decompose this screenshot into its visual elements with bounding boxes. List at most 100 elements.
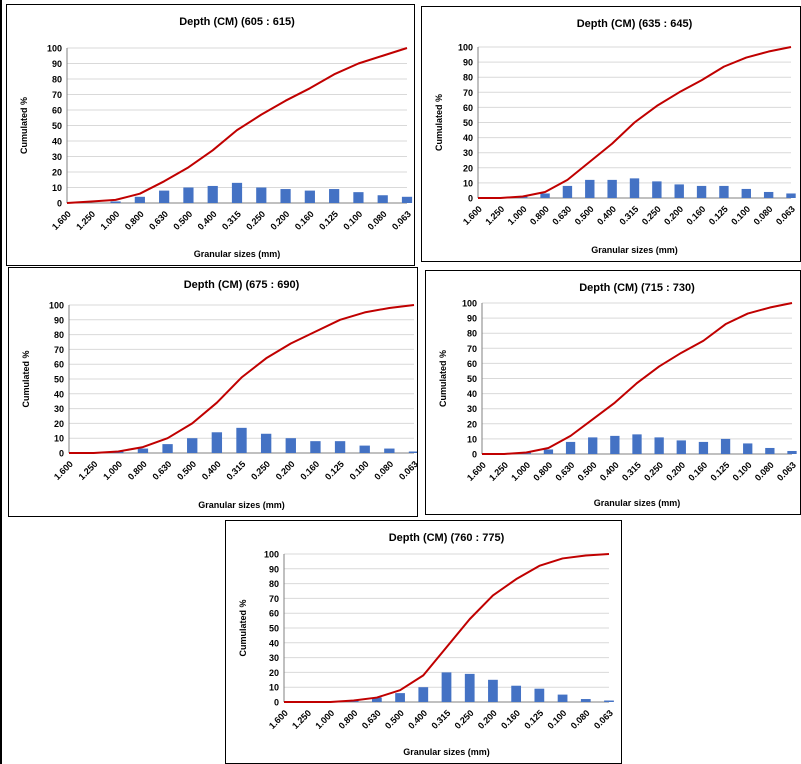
x-tick-label: 0.500 [573,204,596,227]
bar [632,434,642,454]
x-tick-label: 0.125 [323,459,346,482]
y-tick-label: 20 [463,163,473,173]
y-tick-label: 60 [463,103,473,113]
chart-title: Depth (CM) (760 : 775) [389,532,505,544]
y-tick-label: 70 [463,88,473,98]
x-tick-label: 0.400 [200,459,223,482]
x-tick-label: 0.500 [175,459,198,482]
bar [610,435,620,454]
x-tick-label: 0.125 [709,460,732,483]
bar [534,688,545,702]
x-tick-label: 1.250 [77,459,100,482]
bar [607,179,617,198]
x-axis-title: Granular sizes (mm) [594,498,681,508]
bar [720,438,731,454]
y-tick-label: 0 [57,199,62,209]
y-tick-label: 60 [52,106,62,116]
y-tick-label: 10 [463,178,473,188]
y-axis-title: Cumulated % [238,599,248,656]
y-tick-label: 90 [463,58,473,68]
bar [464,673,475,702]
y-tick-label: 10 [269,683,279,693]
bar [334,441,346,453]
y-tick-label: 100 [49,301,64,311]
y-tick-label: 30 [269,653,279,663]
y-tick-label: 40 [52,137,62,147]
bar [395,693,405,702]
bar [604,700,614,702]
bar [162,444,173,453]
chart-panel-675-690: Depth (CM) (675 : 690) 0 10 20 30 40 50 60 70 80 9… [8,267,418,517]
x-tick-label: 1.600 [465,460,488,483]
cumulative-line [482,302,793,455]
x-tick-label: 1.250 [290,708,313,731]
y-tick-label: 50 [467,374,477,384]
bar [540,193,550,198]
x-tick-label: 0.800 [528,204,551,227]
x-tick-label: 0.500 [576,460,599,483]
y-tick-label: 0 [468,194,473,204]
x-tick-label: 0.080 [569,708,592,731]
x-tick-label: 0.125 [707,204,730,227]
y-tick-label: 50 [52,121,62,131]
bar [183,187,194,203]
bar [187,438,198,453]
x-tick-label: 0.200 [664,460,687,483]
x-tick-label: 0.250 [244,209,267,232]
x-tick-label: 1.600 [50,209,73,232]
y-tick-label: 50 [463,118,473,128]
chart-title: Depth (CM) (635 : 645) [577,18,693,30]
bar [260,433,272,453]
bar [236,427,247,453]
x-tick-label: 0.630 [151,459,174,482]
x-tick-label: 0.500 [171,209,194,232]
x-tick-label: 0.315 [429,708,452,731]
bar [137,448,149,453]
bar [359,445,370,453]
chart-title: Depth (CM) (715 : 730) [579,282,695,294]
bar [418,687,429,702]
x-tick-label: 0.800 [531,460,554,483]
bar [565,441,576,454]
x-tick-label: 0.400 [595,204,618,227]
bar [488,679,498,702]
y-tick-label: 40 [467,389,477,399]
x-axis-title: Granular sizes (mm) [194,249,281,259]
bar [698,441,709,454]
x-tick-label: 0.800 [126,459,149,482]
y-tick-label: 0 [59,449,64,459]
y-axis-title: Cumulated % [19,97,29,154]
bar [134,196,145,203]
bar [384,448,395,453]
y-tick-label: 90 [269,564,279,574]
x-tick-label: 0.160 [686,460,709,483]
x-tick-label: 0.400 [196,209,219,232]
y-tick-label: 60 [269,609,279,619]
y-tick-label: 80 [463,73,473,83]
x-tick-label: 1.000 [99,209,122,232]
x-tick-label: 0.063 [397,459,417,482]
y-tick-label: 0 [472,450,477,460]
x-tick-label: 0.160 [298,459,321,482]
chart-panel-605-615: Depth (CM) (605 : 615) 0 10 20 30 40 50 60 70 80 9… [6,4,415,266]
x-tick-label: 0.630 [554,460,577,483]
bar [557,694,568,702]
y-tick-label: 60 [54,360,64,370]
chart-panel-760-775: Depth (CM) (760 : 775) 0 10 20 30 40 50 60 70 80 9… [225,520,622,764]
x-axis-title: Granular sizes (mm) [591,245,678,255]
x-tick-label: 0.063 [775,460,798,483]
y-axis-title: Cumulated % [434,94,444,151]
bar [329,189,340,203]
chart-panel-635-645: Depth (CM) (635 : 645) 0 10 20 30 40 50 60 70 80 9… [421,6,801,262]
bar [401,196,413,203]
bar [511,685,522,702]
bar [353,192,364,203]
y-tick-label: 80 [269,579,279,589]
cumulative-line [478,46,792,199]
bar [256,187,267,203]
bar [696,185,707,198]
x-tick-label: 0.080 [753,460,776,483]
chart-title: Depth (CM) (675 : 690) [184,279,300,291]
y-tick-label: 30 [52,152,62,162]
y-tick-label: 30 [463,148,473,158]
